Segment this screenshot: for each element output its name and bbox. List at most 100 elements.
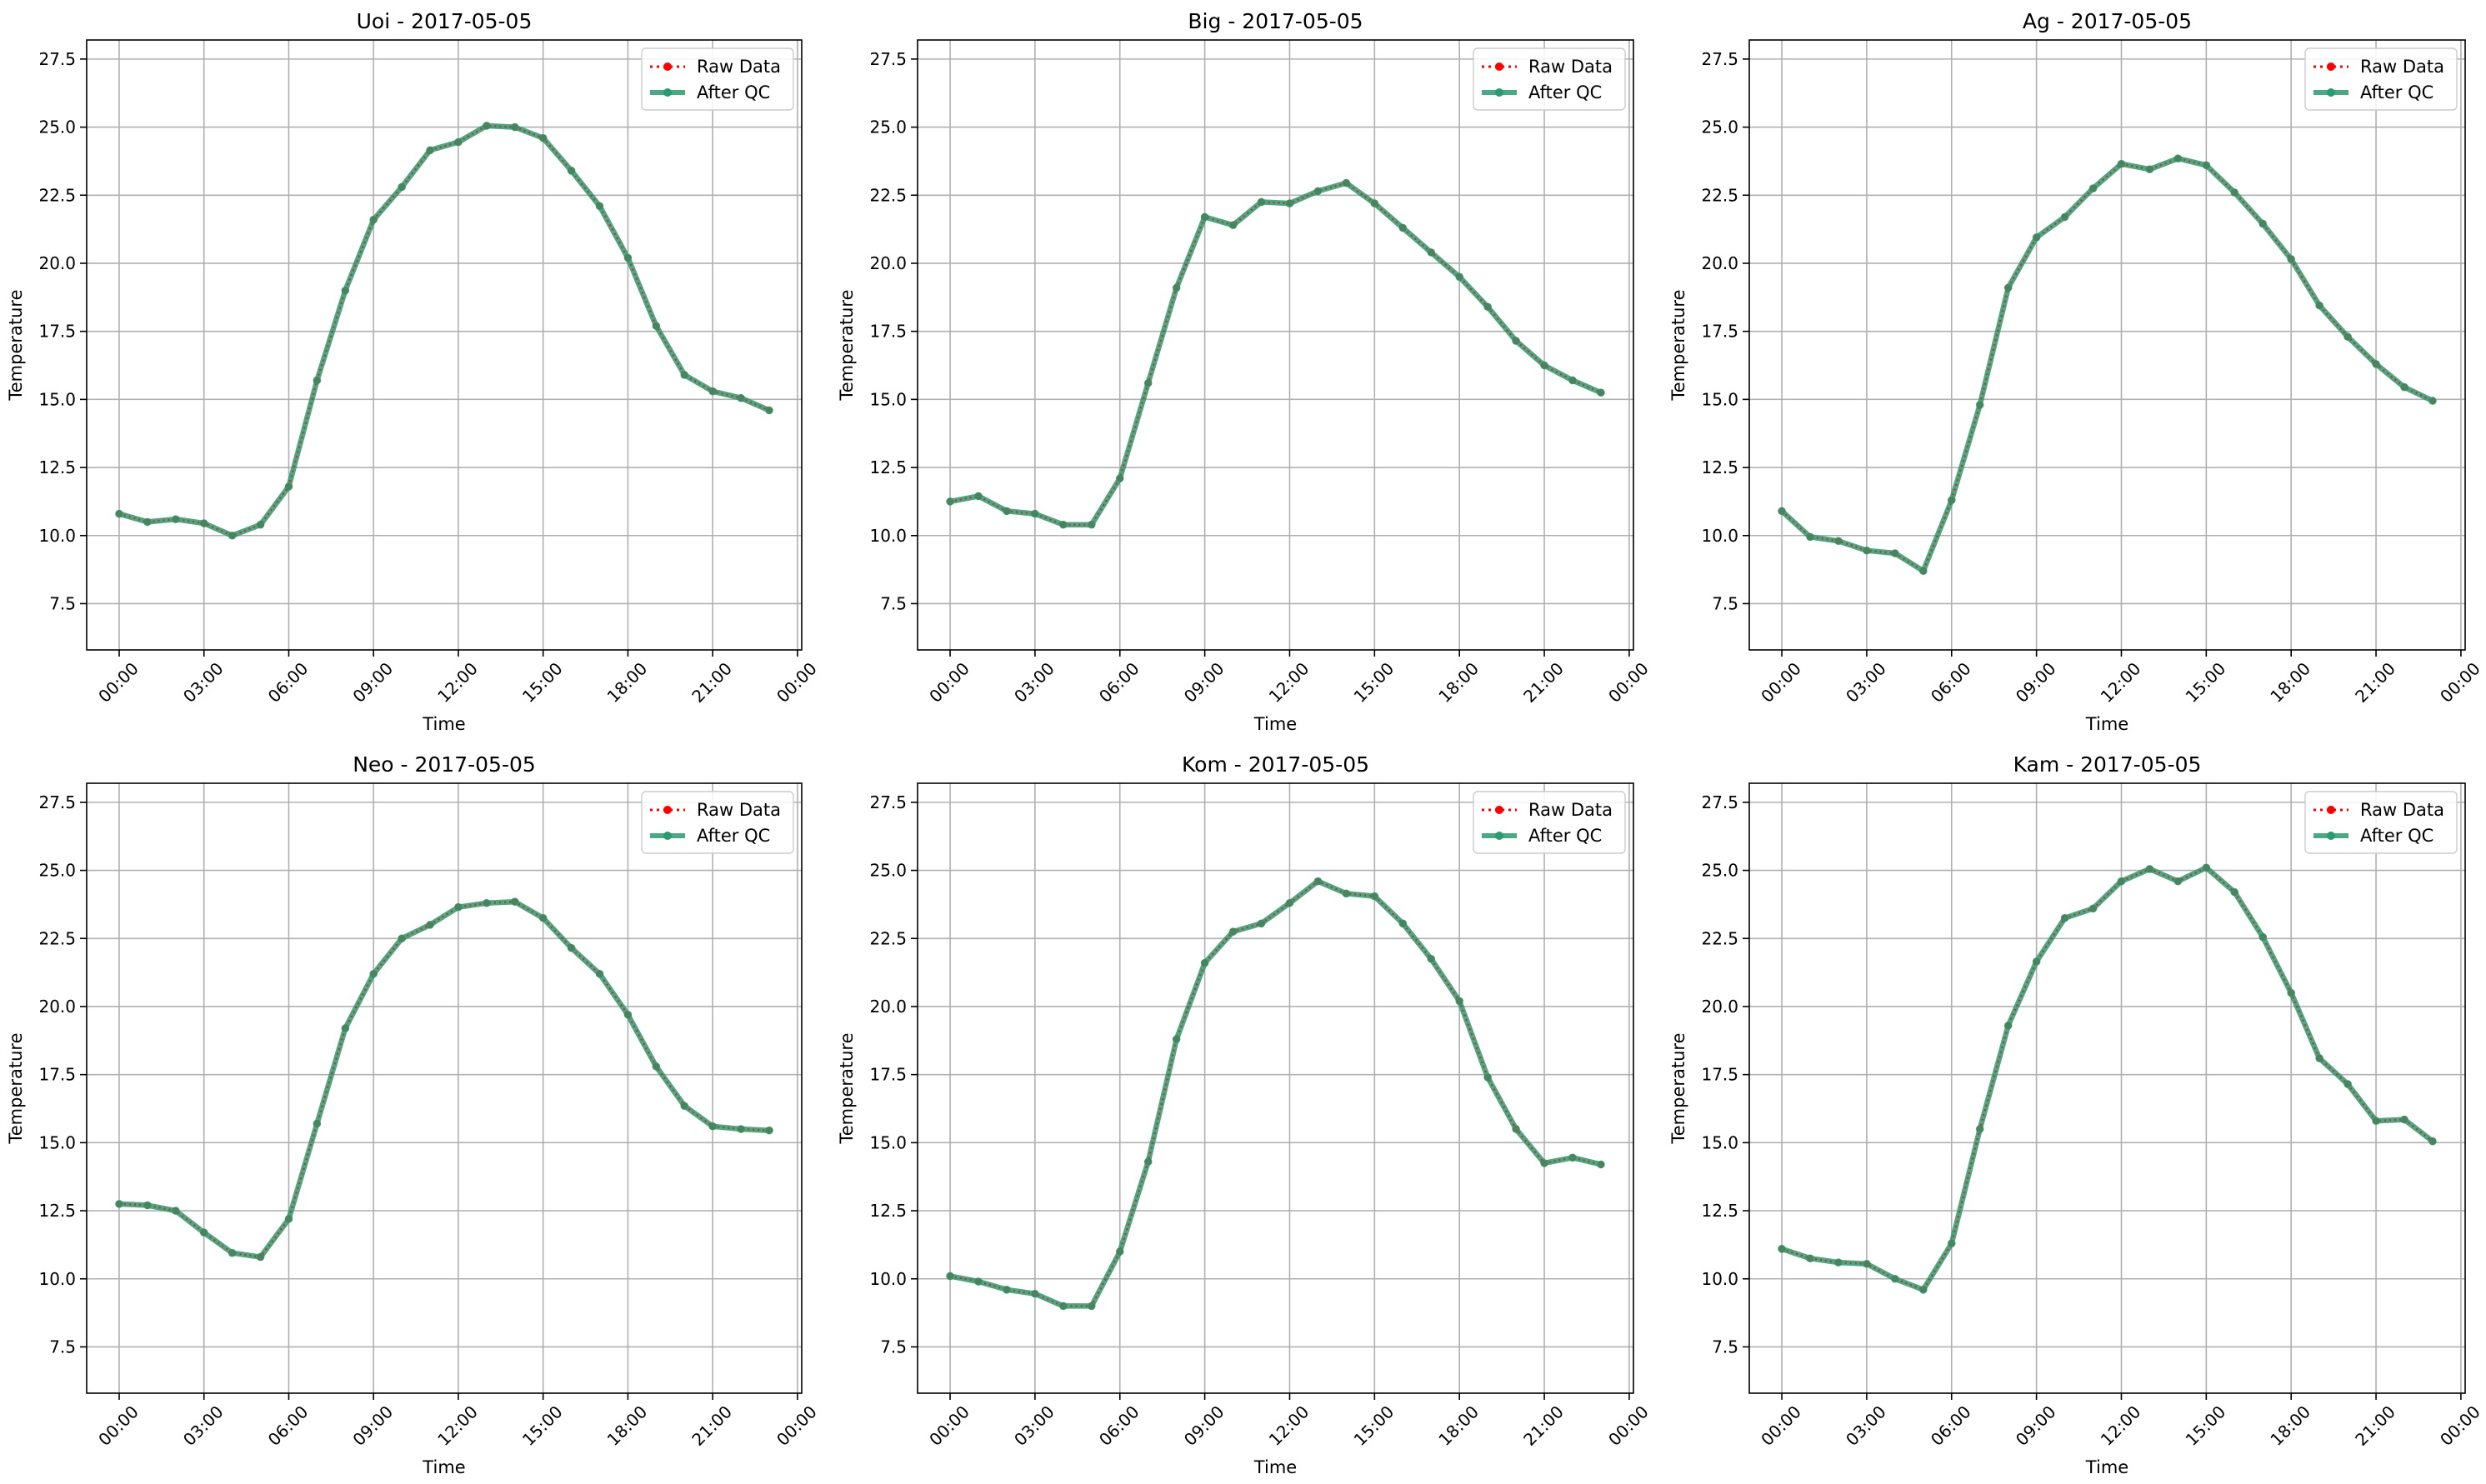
- y-tick-label: 7.5: [880, 1337, 907, 1357]
- after-qc-point: [2173, 154, 2183, 162]
- x-tick-label: 12:00: [2097, 1402, 2145, 1450]
- y-tick-label: 22.5: [1701, 185, 1738, 205]
- after-qc-point: [313, 376, 322, 385]
- after-qc-point: [1398, 919, 1408, 928]
- y-tick-label: 17.5: [38, 1065, 76, 1085]
- after-qc-point: [1975, 401, 1984, 409]
- after-qc-point: [2287, 988, 2295, 997]
- subplot: 7.5 10.0 12.5 15.0 17.5 20.0 22.5 25.0 27.5 00:00…: [1668, 9, 2484, 734]
- after-qc-point: [1285, 199, 1294, 207]
- series-line-raw-data: [1781, 866, 2433, 1292]
- y-tick-label: 22.5: [38, 185, 76, 205]
- x-tick-label: 15:00: [518, 658, 567, 707]
- after-qc-point: [369, 215, 378, 224]
- series-line-raw-data: [118, 900, 770, 1258]
- subplot: 7.5 10.0 12.5 15.0 17.5 20.0 22.5 25.0 27.5 00:00…: [6, 752, 821, 1477]
- legend-raw-marker: [1495, 62, 1503, 71]
- after-qc-point: [2117, 159, 2126, 168]
- series-line-after-qc: [1779, 155, 2434, 574]
- after-qc-point: [1257, 919, 1266, 928]
- after-qc-point: [454, 137, 463, 147]
- legend: Raw Data After QC: [641, 47, 794, 111]
- after-qc-point: [1540, 361, 1548, 370]
- after-qc-point: [1172, 1035, 1181, 1043]
- after-qc-point: [1568, 376, 1577, 385]
- x-axis-label: Time: [2085, 714, 2128, 734]
- after-qc-point: [1512, 337, 1520, 345]
- x-tick-label: 06:00: [264, 1402, 313, 1450]
- y-tick-label: 12.5: [869, 457, 907, 477]
- legend-raw-marker: [2327, 806, 2335, 814]
- x-tick-label: 00:00: [2436, 658, 2484, 707]
- y-tick-label: 25.0: [38, 117, 76, 137]
- after-qc-point: [737, 393, 745, 402]
- after-qc-point: [284, 482, 293, 491]
- after-qc-point: [1313, 877, 1323, 886]
- after-qc-point: [1919, 1286, 1928, 1294]
- axes-frame: [1748, 39, 2466, 651]
- after-qc-point: [1342, 178, 1351, 187]
- x-tick-label: 00:00: [94, 1402, 143, 1450]
- after-qc-point: [1059, 520, 1068, 529]
- x-tick-label: 06:00: [1095, 1402, 1143, 1450]
- x-tick-label: 21:00: [1519, 658, 1568, 707]
- after-qc-point: [510, 897, 519, 906]
- after-qc-point: [623, 1010, 633, 1019]
- y-tick-label: 10.0: [869, 526, 907, 546]
- after-qc-point: [1834, 537, 1843, 546]
- x-tick-label: 09:00: [2012, 1402, 2060, 1450]
- y-axis-label: Temperature: [837, 1032, 857, 1144]
- x-tick-label: 18:00: [603, 658, 652, 707]
- after-qc-point: [1115, 1247, 1124, 1256]
- after-qc-point: [1427, 954, 1436, 963]
- after-qc-point: [1947, 1239, 1956, 1248]
- after-qc-point: [538, 133, 548, 142]
- x-tick-label: 12:00: [433, 1402, 482, 1450]
- y-tick-label: 12.5: [38, 1201, 76, 1221]
- subplot: 7.5 10.0 12.5 15.0 17.5 20.0 22.5 25.0 27.5 00:00…: [837, 752, 1653, 1477]
- after-qc-point: [652, 322, 661, 330]
- series-line-raw-data: [949, 182, 1602, 526]
- x-tick-label: 03:00: [1842, 1402, 1890, 1450]
- series-line-after-qc: [118, 898, 770, 1260]
- x-tick-label: 06:00: [264, 658, 313, 707]
- after-qc-point: [1540, 1159, 1548, 1167]
- subplot: 7.5 10.0 12.5 15.0 17.5 20.0 22.5 25.0 27.5 00:00…: [1668, 752, 2484, 1477]
- after-qc-point: [2372, 1117, 2380, 1126]
- x-tick-label: 00:00: [1604, 658, 1653, 707]
- legend-raw-label: Raw Data: [697, 800, 781, 820]
- y-tick-label: 15.0: [38, 1132, 76, 1152]
- subplot-title: Ag - 2017-05-05: [2023, 9, 2192, 33]
- after-qc-point: [1891, 549, 1899, 557]
- after-qc-point: [946, 1272, 954, 1281]
- subplot-title: Kam - 2017-05-05: [2013, 752, 2202, 777]
- y-tick-label: 22.5: [38, 928, 76, 948]
- after-qc-point: [1597, 388, 1605, 397]
- series-line-after-qc: [118, 122, 771, 539]
- after-qc-point: [1398, 223, 1408, 232]
- after-qc-point: [1143, 1157, 1153, 1167]
- axes-frame: [917, 39, 1634, 651]
- after-qc-point: [426, 921, 434, 929]
- after-qc-point: [1863, 1259, 1871, 1268]
- after-qc-point: [1891, 1274, 1899, 1283]
- x-axis-label: Time: [422, 714, 465, 734]
- legend: Raw Data After QC: [2304, 791, 2458, 854]
- y-tick-label: 20.0: [38, 997, 76, 1017]
- legend-qc-label: After QC: [697, 826, 770, 846]
- after-qc-point: [567, 943, 576, 952]
- legend-raw-marker: [663, 806, 672, 814]
- after-qc-point: [1088, 1302, 1096, 1311]
- legend-raw-marker: [663, 62, 672, 71]
- x-tick-label: 00:00: [1757, 1402, 1805, 1450]
- after-qc-point: [1200, 958, 1209, 967]
- after-qc-point: [341, 286, 350, 295]
- legend-raw-marker: [1495, 806, 1503, 814]
- after-qc-point: [2230, 188, 2239, 197]
- after-qc-point: [2372, 360, 2380, 368]
- y-tick-label: 12.5: [38, 457, 76, 477]
- after-qc-point: [974, 1277, 983, 1286]
- x-tick-label: 00:00: [773, 658, 821, 707]
- after-qc-point: [1031, 509, 1039, 518]
